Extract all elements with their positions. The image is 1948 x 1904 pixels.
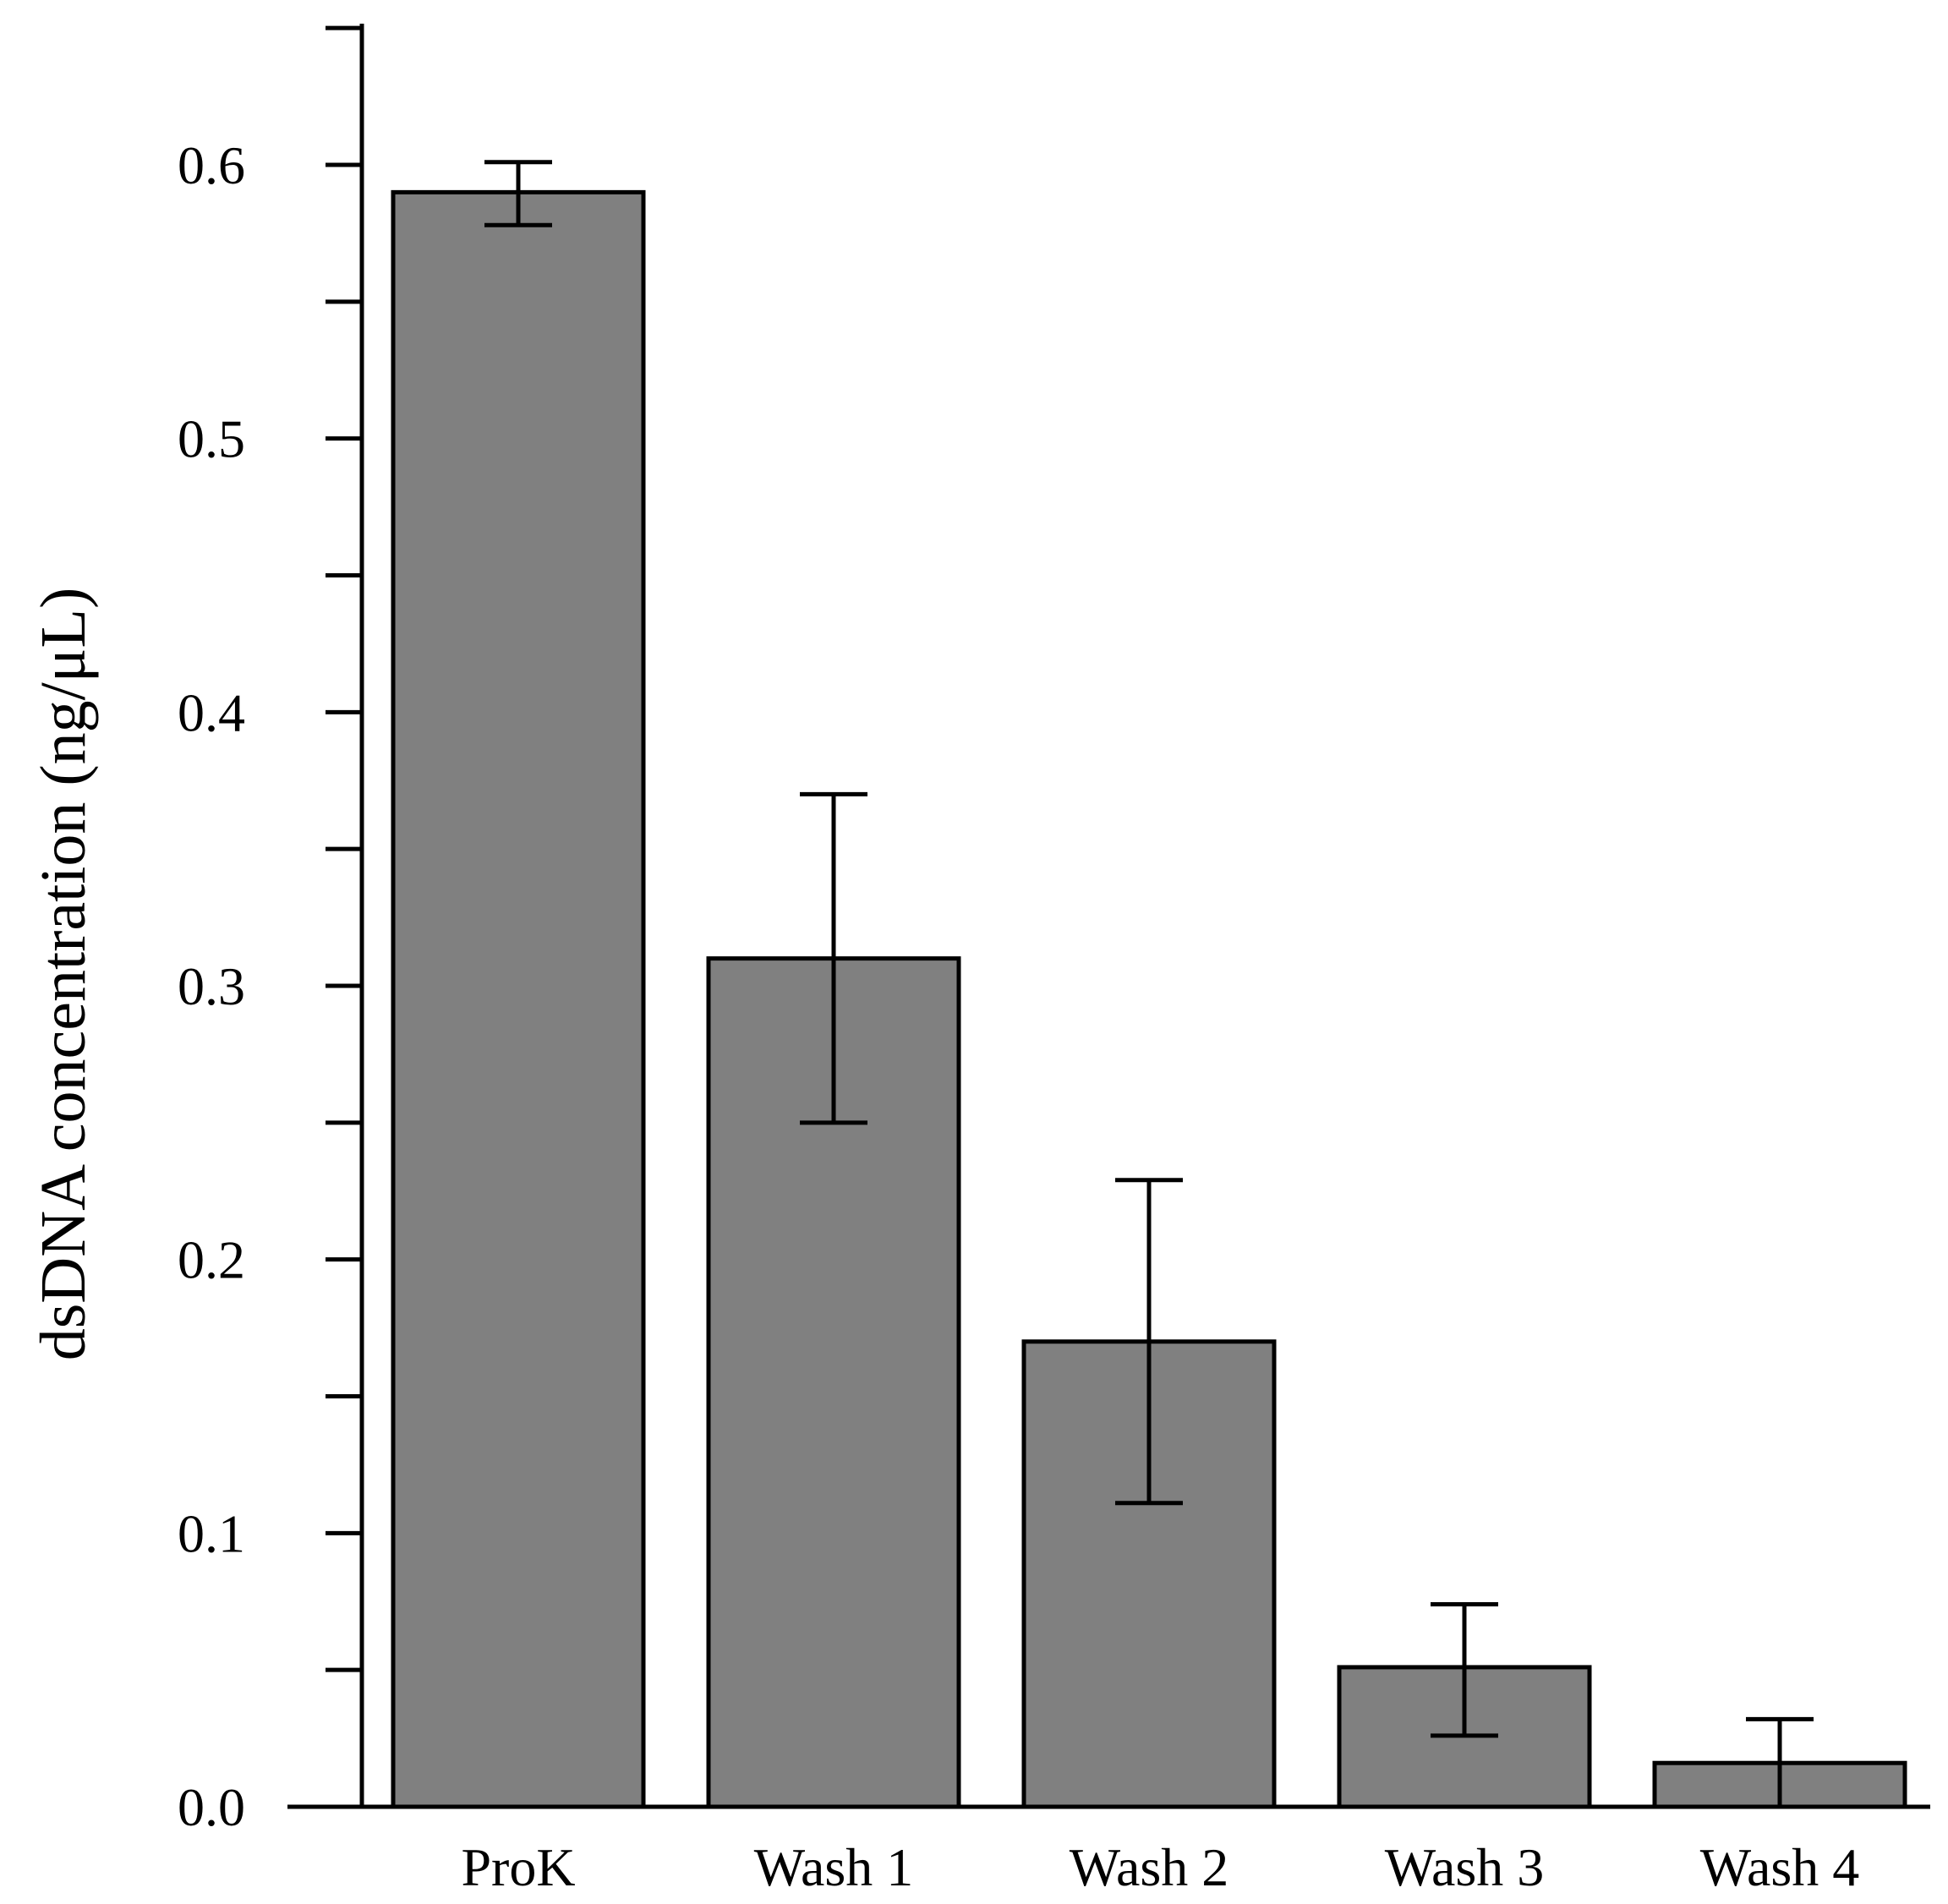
- y-axis-title: dsDNA concentration (ng/μL): [28, 588, 99, 1361]
- bars-group: [391, 189, 1907, 1809]
- y-tick-label: 0.1: [178, 1503, 245, 1563]
- y-tick-label: 0.3: [178, 956, 245, 1016]
- bar-prok: [391, 189, 646, 1809]
- y-tick-label: 0.2: [178, 1230, 245, 1290]
- axes-group: [287, 24, 1930, 1809]
- y-tick-label: 0.0: [178, 1777, 245, 1837]
- error-bars-group: [484, 160, 1814, 1807]
- x-tick-label: Wash 1: [754, 1837, 914, 1897]
- y-tick-label: 0.5: [178, 409, 245, 469]
- ticks-group: ProK Wash 1 Wash 2 Wash 3 Wash 4 0.0 0.1 0.2 0.3…: [178, 25, 1860, 1897]
- x-tick-label: ProK: [461, 1837, 575, 1897]
- y-tick-label: 0.6: [178, 135, 245, 195]
- x-tick-label: Wash 4: [1700, 1837, 1860, 1897]
- x-tick-label: Wash 3: [1385, 1837, 1545, 1897]
- y-tick-label: 0.4: [178, 682, 245, 742]
- x-tick-label: Wash 2: [1070, 1837, 1229, 1897]
